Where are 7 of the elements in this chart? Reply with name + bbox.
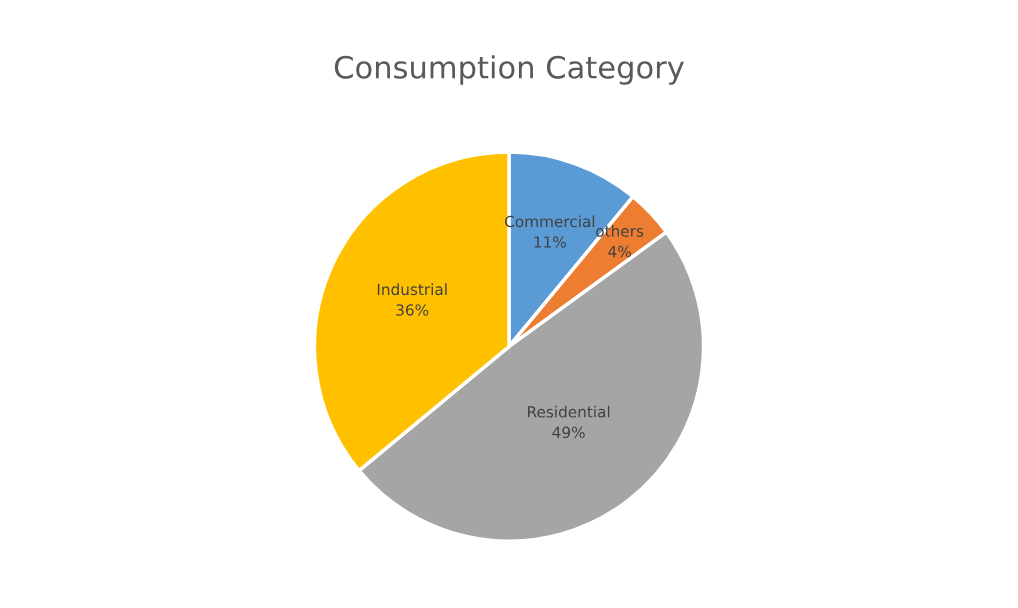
- slice-label: Residential: [528, 405, 610, 418]
- data-label: 11%: [534, 236, 566, 248]
- slice-label: Industrial: [377, 283, 447, 296]
- data-label: 36%: [396, 304, 429, 316]
- data-label: 49%: [552, 426, 585, 439]
- data-label: 4%: [608, 245, 631, 258]
- chart-title: Consumption Category: [334, 55, 684, 85]
